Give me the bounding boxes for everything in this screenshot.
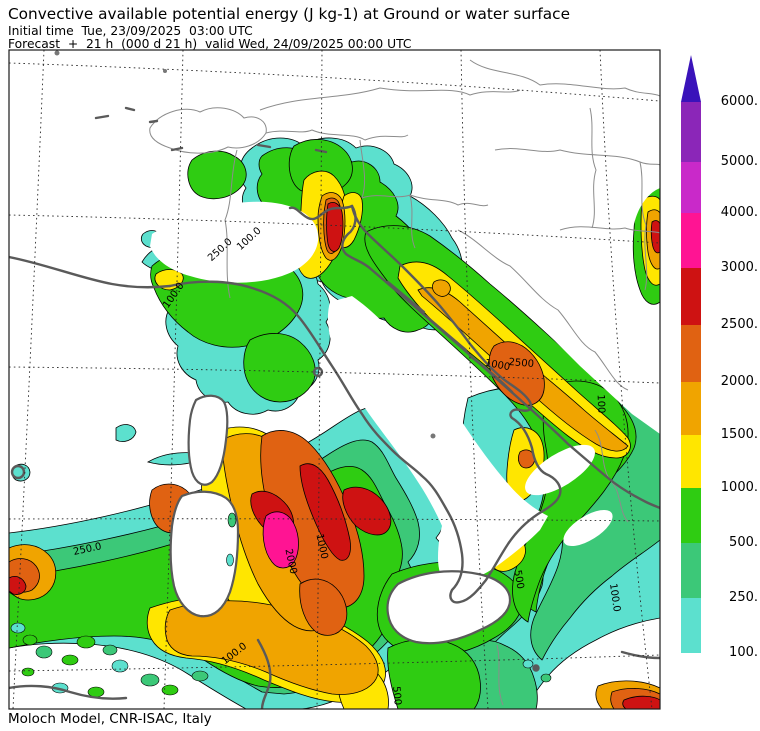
corsica xyxy=(187,394,229,486)
page-title: Convective available potential energy (J… xyxy=(8,5,571,23)
contour-label: 2500 xyxy=(508,357,534,370)
cape-field xyxy=(9,50,660,709)
map-frame xyxy=(8,49,661,710)
coastlines xyxy=(9,106,660,709)
graticule xyxy=(9,50,660,709)
contour-label: 2000 xyxy=(282,548,298,575)
contour-label: 100.0 xyxy=(607,583,622,613)
contour-label: 1000 xyxy=(313,533,329,560)
contour-label: 500 xyxy=(511,569,525,590)
attribution: Moloch Model, CNR-ISAC, Italy xyxy=(8,711,212,727)
sardinia xyxy=(169,490,240,618)
forecast-valid-line: Forecast + 21 h (000 d 21 h) valid Wed, … xyxy=(8,37,412,51)
speckle-field xyxy=(10,512,552,698)
map-dots xyxy=(54,50,436,439)
contour-label: 500 xyxy=(390,686,403,706)
country-borders xyxy=(149,59,660,706)
cape-layer-3000 xyxy=(262,511,299,569)
island-landmasses xyxy=(169,394,512,645)
init-time-line: Initial time Tue, 23/09/2025 03:00 UTC xyxy=(8,24,253,38)
contour-label: 100 xyxy=(595,394,607,413)
contour-label: 1000 xyxy=(484,358,511,373)
land-mask xyxy=(150,50,660,589)
